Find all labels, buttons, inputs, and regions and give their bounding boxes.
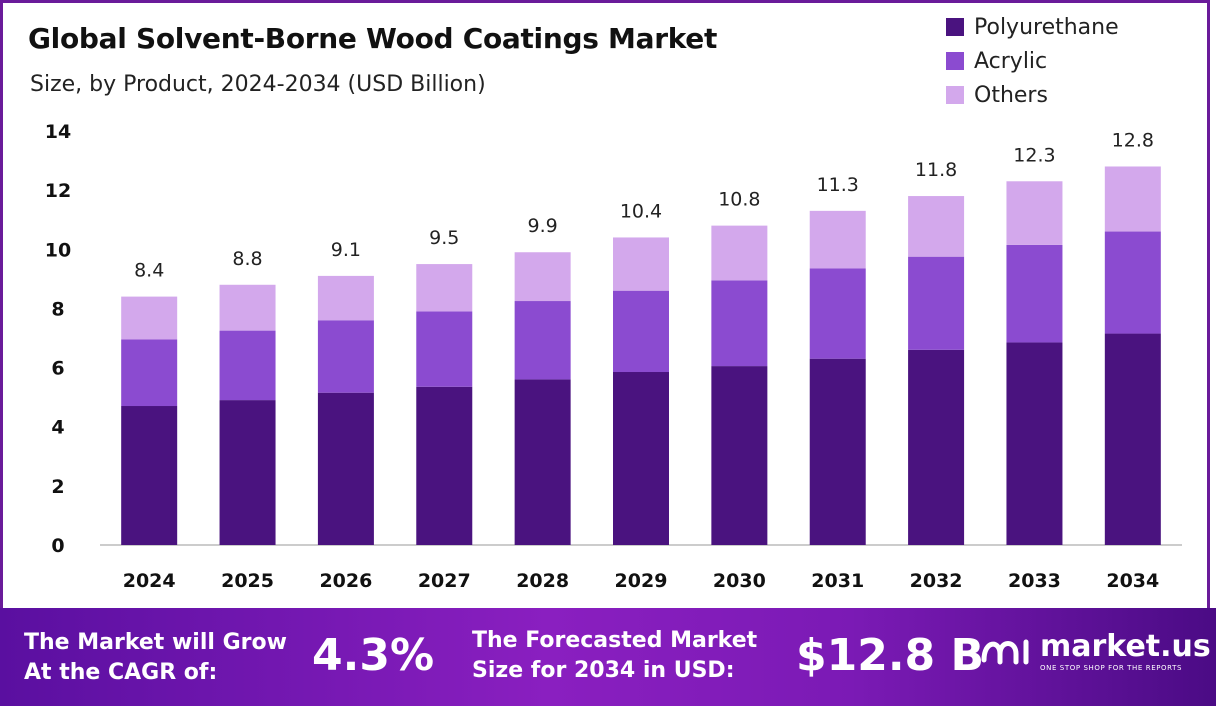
bar-segment-others — [317, 275, 374, 321]
bar-segment-acrylic — [416, 311, 473, 387]
bar-segment-acrylic — [317, 320, 374, 393]
footer-banner: The Market will Grow At the CAGR of: 4.3… — [0, 608, 1216, 706]
bar-segment-others — [1104, 166, 1161, 232]
bar-segment-polyurethane — [908, 349, 965, 545]
brand-name: market.us — [1040, 629, 1211, 664]
y-tick-label: 2 — [51, 476, 64, 498]
bar-segment-acrylic — [514, 301, 571, 380]
bar-segment-polyurethane — [514, 379, 571, 545]
bar-segment-acrylic — [613, 290, 669, 373]
bar-segment-acrylic — [908, 256, 965, 350]
bar-segment-acrylic — [1006, 244, 1063, 343]
chart-title: Global Solvent-Borne Wood Coatings Marke… — [28, 22, 718, 55]
bar-total-label: 10.4 — [620, 200, 662, 222]
y-tick-label: 10 — [45, 239, 71, 261]
x-tick-label: 2026 — [319, 570, 372, 592]
bar-total-label: 12.3 — [1013, 144, 1055, 166]
bar-total-label: 11.8 — [915, 159, 957, 181]
bar-total-label: 10.8 — [718, 189, 760, 211]
cagr-label-line1: The Market will Grow — [24, 630, 287, 655]
y-tick-label: 4 — [51, 417, 64, 439]
x-tick-label: 2031 — [811, 570, 864, 592]
bar-segment-others — [711, 225, 768, 281]
legend-item-acrylic: Acrylic — [946, 44, 1119, 78]
legend-swatch-others — [946, 86, 964, 104]
bar-total-label: 9.5 — [429, 227, 459, 249]
x-tick-label: 2024 — [123, 570, 176, 592]
forecast-label-line2: Size for 2034 in USD: — [472, 658, 735, 683]
bar-segment-others — [1006, 181, 1063, 245]
bar-segment-acrylic — [809, 268, 866, 359]
x-tick-label: 2029 — [615, 570, 668, 592]
stacked-bar-chart: 0 2 4 6 8 10 12 14 8.4 2024 8.8 2025 9.1 2026 9.5 2027 9… — [45, 121, 1182, 592]
cagr-value: 4.3% — [312, 630, 435, 681]
bar-segment-others — [908, 196, 965, 257]
cagr-label-line2: At the CAGR of: — [24, 660, 218, 685]
cagr-label: The Market will Grow At the CAGR of: — [24, 628, 287, 688]
bar-segment-others — [121, 296, 178, 340]
x-tick-label: 2028 — [516, 570, 569, 592]
x-tick-label: 2033 — [1008, 570, 1061, 592]
legend-swatch-polyurethane — [946, 18, 964, 36]
x-tick-label: 2027 — [418, 570, 471, 592]
forecast-label: The Forecasted Market Size for 2034 in U… — [472, 626, 757, 686]
y-tick-label: 12 — [45, 180, 71, 202]
y-tick-label: 6 — [51, 358, 64, 380]
bar-segment-polyurethane — [1006, 342, 1063, 545]
legend-item-polyurethane: Polyurethane — [946, 10, 1119, 44]
brand-tagline: ONE STOP SHOP FOR THE REPORTS — [1040, 664, 1183, 672]
bar-segment-acrylic — [219, 330, 276, 401]
bar-total-label: 9.9 — [528, 215, 558, 237]
bar-total-label: 8.8 — [232, 248, 262, 270]
x-tick-label: 2025 — [221, 570, 274, 592]
bar-segment-acrylic — [1104, 231, 1161, 334]
x-tick-label: 2034 — [1106, 570, 1159, 592]
legend-item-others: Others — [946, 78, 1119, 112]
y-tick-label: 0 — [51, 535, 64, 557]
bar-segment-polyurethane — [613, 372, 669, 545]
bar-segment-polyurethane — [317, 392, 374, 545]
bar-segment-polyurethane — [121, 406, 178, 545]
bar-total-label: 12.8 — [1112, 129, 1154, 151]
bar-total-label: 8.4 — [134, 260, 164, 282]
bar-segment-acrylic — [711, 280, 768, 367]
market-us-logo-icon — [981, 639, 1029, 665]
x-tick-label: 2030 — [713, 570, 766, 592]
bar-segment-others — [514, 252, 571, 302]
bar-segment-others — [613, 237, 669, 291]
legend: Polyurethane Acrylic Others — [946, 10, 1119, 112]
bar-segment-acrylic — [121, 339, 178, 407]
y-tick-label: 14 — [45, 121, 71, 143]
bar-segment-polyurethane — [416, 386, 473, 545]
bar-segment-others — [219, 284, 276, 331]
bar-segment-polyurethane — [219, 400, 276, 545]
legend-label-acrylic: Acrylic — [974, 48, 1048, 74]
forecast-label-line1: The Forecasted Market — [472, 628, 758, 653]
brand-logo: market.us ONE STOP SHOP FOR THE REPORTS — [980, 632, 1211, 672]
chart-frame — [0, 0, 1210, 608]
bar-segment-polyurethane — [711, 366, 768, 545]
bar-total-label: 11.3 — [817, 174, 859, 196]
legend-swatch-acrylic — [946, 52, 964, 70]
x-tick-label: 2032 — [910, 570, 963, 592]
legend-label-polyurethane: Polyurethane — [974, 14, 1119, 40]
forecast-value: $12.8 B — [796, 630, 985, 681]
bar-segment-polyurethane — [1104, 333, 1161, 545]
bar-segment-polyurethane — [809, 358, 866, 545]
y-tick-label: 8 — [51, 298, 64, 320]
bar-segment-others — [809, 210, 866, 269]
legend-label-others: Others — [974, 82, 1048, 108]
chart-subtitle: Size, by Product, 2024-2034 (USD Billion… — [30, 72, 486, 97]
bar-total-label: 9.1 — [331, 239, 361, 261]
bar-segment-others — [416, 264, 473, 312]
